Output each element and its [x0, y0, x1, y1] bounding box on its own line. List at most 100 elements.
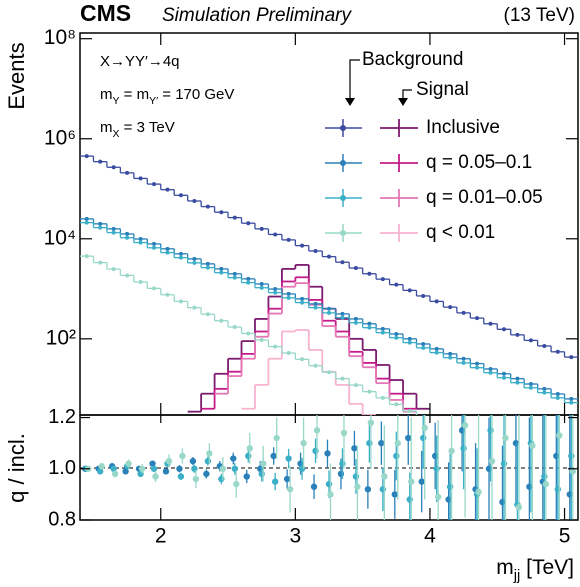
- ratio-point: [446, 483, 454, 490]
- background-point: [407, 336, 412, 341]
- background-point: [475, 361, 480, 366]
- x-tick-label: 5: [559, 525, 571, 548]
- subscript: Y′: [149, 95, 158, 107]
- ratio-point: [568, 452, 575, 460]
- background-point: [475, 365, 480, 370]
- background-point: [380, 277, 385, 282]
- legend-label: Inclusive: [426, 117, 500, 138]
- background-point: [84, 216, 89, 221]
- subtitle: Simulation Preliminary: [162, 5, 353, 26]
- subscript: Y: [113, 95, 120, 107]
- ratio-point: [500, 460, 508, 467]
- ratio-point: [162, 468, 170, 475]
- ratio-point: [569, 468, 576, 475]
- ratio-point: [98, 463, 105, 470]
- background-point: [555, 349, 560, 354]
- ratio-point: [367, 419, 375, 426]
- background-point: [84, 154, 89, 159]
- background-point: [152, 182, 157, 187]
- background-point: [111, 267, 116, 272]
- background-point: [475, 316, 480, 321]
- label: mY = mY′ = 170 GeV: [100, 86, 234, 107]
- legend-arrowhead: [398, 98, 408, 106]
- legend-header: Signal: [416, 79, 469, 100]
- background-point: [259, 281, 264, 286]
- background-point: [300, 243, 305, 248]
- legend-label: q = 0.01–0.05: [426, 187, 543, 208]
- ratio-point: [393, 452, 400, 460]
- legend-label: q < 0.01: [426, 222, 495, 243]
- ratio-point: [189, 457, 197, 465]
- legend-arrowhead: [345, 98, 355, 106]
- ratio-point: [433, 465, 440, 472]
- ratio-point: [122, 468, 129, 475]
- background-point: [448, 305, 453, 310]
- background-point: [98, 225, 103, 230]
- x-tick-label: 2: [155, 525, 167, 548]
- ratio-panel: [82, 415, 576, 520]
- ratio-point: [283, 475, 291, 483]
- ratio-point: [152, 473, 159, 480]
- background-point: [461, 310, 466, 315]
- ratio-point: [542, 480, 550, 488]
- background-point: [555, 395, 560, 400]
- y-tick-label: 10²: [46, 326, 76, 349]
- ratio-frame: [79, 414, 579, 521]
- ratio-point: [176, 465, 183, 472]
- legend-swatch: [340, 160, 346, 166]
- background-point: [380, 395, 385, 400]
- ratio-point: [233, 480, 240, 488]
- ratio-point: [418, 478, 425, 485]
- background-point: [286, 295, 291, 300]
- background-point: [327, 310, 331, 315]
- background-point: [367, 321, 372, 326]
- ratio-point: [179, 452, 186, 460]
- background-point: [313, 363, 318, 368]
- background-point: [353, 320, 358, 325]
- ratio-point: [566, 491, 573, 498]
- background-point: [192, 198, 197, 203]
- background-point: [434, 346, 439, 351]
- ratio-point: [150, 465, 158, 472]
- background-point: [178, 193, 183, 198]
- ratio-point: [149, 460, 156, 467]
- ratio-point: [488, 457, 496, 465]
- ratio-point: [554, 486, 562, 493]
- text-part: = 170 GeV: [158, 86, 234, 103]
- background-point: [259, 337, 264, 342]
- text-part: = 3 TeV: [120, 119, 175, 136]
- top-panel: [80, 154, 578, 415]
- background-point: [98, 159, 103, 164]
- ratio-point: [219, 465, 227, 472]
- background-point: [340, 260, 345, 265]
- background-point: [219, 318, 224, 323]
- background-point: [300, 296, 305, 301]
- background-point: [569, 355, 574, 360]
- x-tick-label: 4: [424, 525, 436, 548]
- background-point: [340, 311, 345, 316]
- ratio-point: [354, 483, 361, 490]
- background-point: [313, 248, 318, 253]
- background-point: [394, 402, 399, 407]
- background-point: [138, 240, 143, 245]
- ratio-tick-label: 0.8: [48, 508, 76, 530]
- background-point: [178, 255, 183, 260]
- background-point: [246, 331, 251, 336]
- ratio-point: [138, 465, 146, 472]
- background-point: [165, 246, 170, 251]
- ratio-point: [391, 491, 398, 498]
- ratio-point: [502, 434, 509, 442]
- subscript: X: [113, 128, 120, 140]
- ratio-point: [192, 475, 200, 483]
- ratio-point: [243, 473, 250, 480]
- background-point: [340, 376, 345, 381]
- ratio-point: [405, 434, 412, 442]
- ratio-point: [366, 439, 373, 447]
- background-point: [380, 330, 385, 335]
- background-point: [273, 287, 278, 292]
- background-point: [448, 351, 453, 356]
- background-point: [219, 210, 224, 215]
- background-point: [165, 292, 170, 297]
- background-point: [501, 327, 506, 332]
- background-point: [327, 306, 331, 311]
